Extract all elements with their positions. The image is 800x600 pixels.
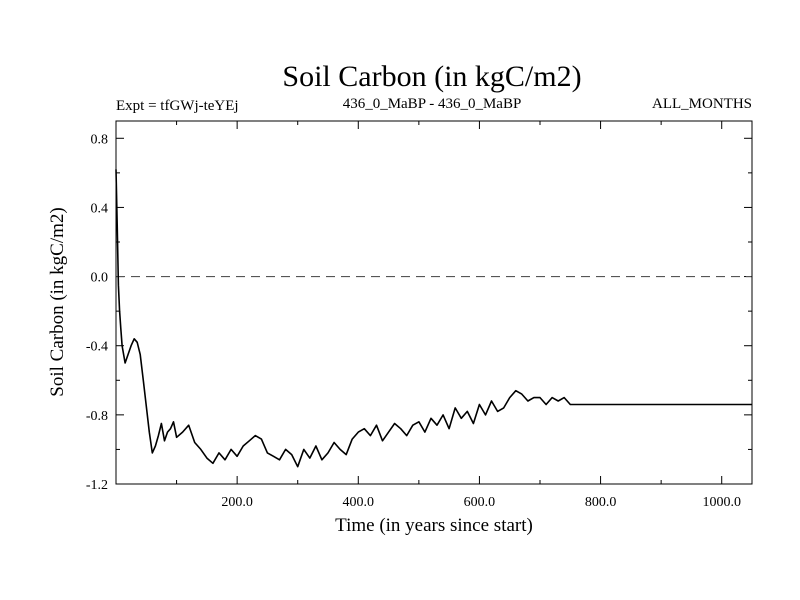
y-tick-label: -0.8 (86, 409, 108, 424)
x-tick-label: 600.0 (464, 495, 496, 510)
y-axis-label: Soil Carbon (in kgC/m2) (47, 207, 68, 396)
y-tick-label: 0.4 (91, 201, 109, 216)
y-tick-label: 0.0 (91, 271, 109, 286)
chart-title: Soil Carbon (in kgC/m2) (282, 60, 581, 93)
y-tick-label: 0.8 (91, 132, 109, 147)
x-axis-label: Time (in years since start) (335, 515, 533, 536)
x-tick-label: 200.0 (221, 495, 253, 510)
subtitle-center: 436_0_MaBP - 436_0_MaBP (343, 96, 522, 112)
x-tick-label: 400.0 (343, 495, 375, 510)
y-tick-label: -1.2 (86, 478, 108, 493)
plot-frame (115, 120, 753, 485)
subtitle-right: ALL_MONTHS (652, 96, 752, 112)
subtitle-left: Expt = tfGWj-teYEj (116, 98, 239, 114)
y-tick-label: -0.4 (86, 340, 108, 355)
x-tick-label: 1000.0 (702, 495, 741, 510)
x-tick-label: 800.0 (585, 495, 617, 510)
series-line (115, 169, 752, 468)
